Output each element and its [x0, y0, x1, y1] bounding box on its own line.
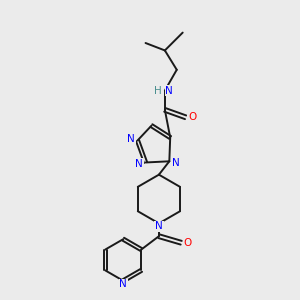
Text: O: O [188, 112, 196, 122]
Text: N: N [119, 279, 127, 289]
Text: N: N [135, 159, 143, 169]
Text: N: N [127, 134, 135, 144]
Text: N: N [155, 221, 163, 231]
Text: O: O [184, 238, 192, 248]
Text: N: N [172, 158, 180, 168]
Text: H: H [154, 85, 162, 96]
Text: N: N [165, 85, 173, 96]
